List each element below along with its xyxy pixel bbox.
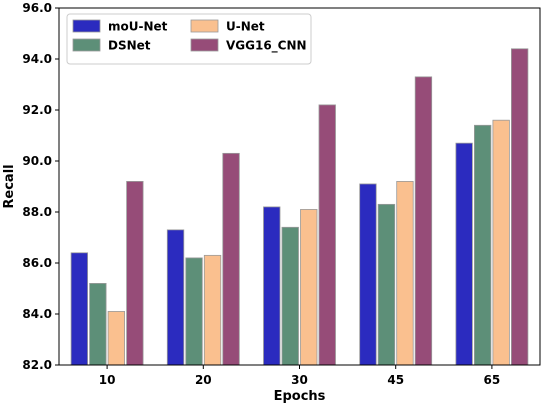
bar-u-net-65 (492, 119, 510, 366)
legend-swatch-vgg16-cnn (190, 38, 219, 52)
bar-u-net-45 (396, 180, 414, 366)
x-tick-label: 45 (387, 373, 404, 387)
bar-vgg16-cnn-45 (414, 76, 433, 366)
x-axis-title: Epochs (274, 389, 326, 404)
bar-vgg16-cnn-65 (510, 48, 529, 366)
x-tick-label: 65 (484, 373, 501, 387)
bar-mou-net-10 (70, 252, 88, 366)
legend-swatch-u-net (190, 19, 219, 33)
y-tick-label: 82.0 (22, 358, 52, 372)
x-tick-label: 20 (195, 373, 212, 387)
y-tick-label: 84.0 (22, 307, 52, 321)
y-tick-label: 96.0 (22, 1, 52, 15)
legend-label-u-net: U-Net (226, 20, 265, 34)
x-tick-label: 10 (99, 373, 116, 387)
bar-mou-net-65 (455, 142, 473, 366)
bar-dsnet-30 (281, 226, 299, 366)
legend-swatch-dsnet (72, 38, 101, 52)
legend-label-vgg16-cnn: VGG16_CNN (226, 39, 307, 54)
legend-label-mou-net: moU-Net (108, 20, 168, 34)
bar-u-net-10 (107, 311, 125, 366)
y-tick-label: 88.0 (22, 205, 52, 219)
bar-dsnet-65 (473, 124, 492, 366)
y-tick-label: 86.0 (22, 256, 52, 270)
bars-layer (70, 48, 529, 366)
bar-mou-net-20 (166, 229, 185, 366)
bar-vgg16-cnn-20 (222, 152, 240, 366)
bar-mou-net-30 (263, 206, 281, 366)
x-tick-label: 30 (291, 373, 308, 387)
y-tick-label: 90.0 (22, 154, 52, 168)
bar-mou-net-45 (359, 183, 377, 366)
bar-u-net-30 (300, 209, 318, 366)
bar-u-net-20 (203, 254, 222, 366)
legend-swatch-mou-net (72, 19, 101, 33)
x-axis: 10 20 30 45 65 (99, 365, 501, 387)
y-tick-label: 92.0 (22, 103, 52, 117)
y-tick-label: 94.0 (22, 52, 52, 66)
bar-dsnet-10 (89, 282, 107, 366)
bar-vgg16-cnn-30 (318, 104, 336, 366)
bar-dsnet-45 (377, 203, 396, 366)
legend-box (66, 13, 312, 65)
bar-vgg16-cnn-10 (126, 180, 144, 366)
legend: moU-Net DSNet U-Net VGG16_CNN (66, 13, 312, 65)
legend-label-dsnet: DSNet (108, 39, 151, 53)
y-axis: 82.0 84.0 86.0 88.0 90.0 92.0 94.0 96.0 (22, 1, 59, 372)
bar-dsnet-20 (185, 257, 203, 366)
y-axis-title: Recall (2, 164, 17, 208)
